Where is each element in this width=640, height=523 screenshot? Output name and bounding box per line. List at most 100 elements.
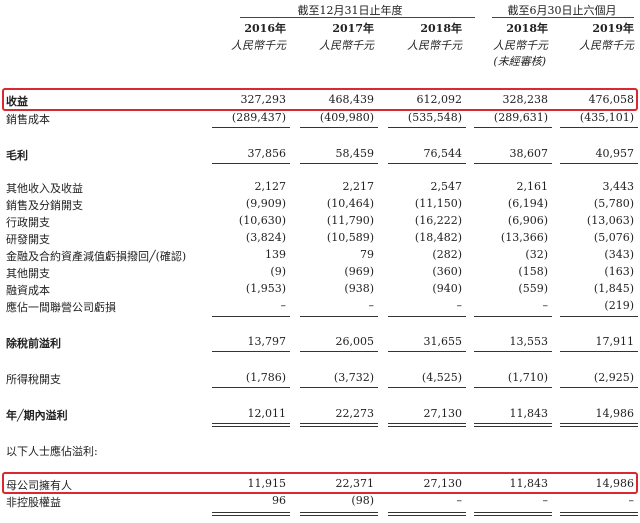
row-value: (9) [270, 265, 286, 278]
row-value: (535,548) [407, 111, 462, 124]
row-value: (3,824) [245, 231, 286, 244]
table-row-non-controlling: 非控股權益 96 (98) – – – [0, 493, 640, 509]
row-value: 2,161 [516, 180, 549, 193]
row-value: 14,986 [595, 407, 635, 420]
table-row-selling-expenses: 銷售及分銷開支 (9,909) (10,464) (11,150) (6,194) (5,… [0, 196, 640, 212]
double-underline-rule [474, 512, 552, 516]
underline-rule [474, 387, 552, 388]
row-label: 銷售及分銷開支 [6, 199, 83, 212]
row-value: (10,464) [326, 197, 374, 210]
underline-rule [388, 351, 466, 352]
row-value: (289,437) [231, 111, 286, 124]
row-value: 26,005 [335, 335, 375, 348]
table-row-other-expenses: 其他開支 (9) (969) (360) (158) (163) [0, 264, 640, 280]
unit-2017: 人民幣千元 [319, 39, 374, 52]
table-row-income-tax: 所得稅開支 (1,786) (3,732) (4,525) (1,710) (2,925) [0, 370, 640, 386]
row-value: – [456, 299, 463, 312]
double-underline-rule [212, 512, 290, 516]
unit-2018: 人民幣千元 [407, 39, 462, 52]
double-underline-rule [300, 423, 378, 427]
row-value: 38,607 [509, 147, 549, 160]
row-value: (289,631) [493, 111, 548, 124]
row-value: (2,925) [593, 371, 634, 384]
row-value: 14,986 [595, 477, 635, 490]
unit-2018-h1: 人民幣千元 [493, 39, 548, 52]
row-value: (163) [604, 265, 634, 278]
row-value: (13,366) [500, 231, 548, 244]
underline-rule [300, 163, 378, 164]
row-label: 毛利 [6, 149, 28, 162]
row-value: 139 [265, 248, 286, 261]
row-value: 31,655 [423, 335, 463, 348]
header-full-year: 截至12月31日止年度 [297, 4, 403, 17]
row-value: (5,780) [593, 197, 634, 210]
row-value: 328,238 [502, 93, 549, 106]
row-value: (1,786) [245, 371, 286, 384]
row-value: (219) [604, 299, 634, 312]
row-value: (940) [432, 282, 462, 295]
underline-rule [474, 127, 552, 128]
double-underline-rule [388, 423, 466, 427]
row-value: (360) [432, 265, 462, 278]
row-label: 年╱期內溢利 [6, 409, 68, 422]
row-label: 其他收入及收益 [6, 182, 83, 195]
unaudited-note: (未經審核) [493, 55, 546, 68]
table-row-admin-expenses: 行政開支 (10,630) (11,790) (16,222) (6,906) (13,0… [0, 213, 640, 229]
row-label: 以下人士應佔溢利: [6, 445, 98, 458]
row-value: (6,906) [507, 214, 548, 227]
highlight-owners [2, 472, 638, 494]
underline-rule [474, 316, 552, 317]
double-underline-rule [474, 423, 552, 427]
underline-rule [474, 163, 552, 164]
row-value: 11,843 [509, 407, 549, 420]
row-value: 327,293 [240, 93, 287, 106]
row-value: – [368, 299, 375, 312]
row-value: (938) [344, 282, 374, 295]
table-row-attributable-heading: 以下人士應佔溢利: [0, 442, 640, 458]
row-value: (5,076) [593, 231, 634, 244]
double-underline-rule [560, 512, 638, 516]
row-value: (11,790) [326, 214, 374, 227]
year-2019-h1: 2019年 [592, 22, 634, 35]
row-value: 13,797 [247, 335, 287, 348]
row-label: 研發開支 [6, 233, 50, 246]
underline-rule [388, 316, 466, 317]
table-row-profit-before-tax: 除稅前溢利 13,797 26,005 31,655 13,553 17,911 [0, 334, 640, 350]
underline-rule [560, 127, 638, 128]
row-value: 96 [272, 494, 286, 507]
table-row-profit-for-period: 年╱期內溢利 12,011 22,273 27,130 11,843 14,986 [0, 406, 640, 422]
row-value: (559) [518, 282, 548, 295]
underline-rule [300, 127, 378, 128]
underline-rule [212, 351, 290, 352]
underline-rule [300, 387, 378, 388]
row-value: 79 [360, 248, 374, 261]
row-value: (11,150) [414, 197, 462, 210]
underline-rule [300, 351, 378, 352]
table-row-rnd-expenses: 研發開支 (3,824) (10,589) (18,482) (13,366) (5,07… [0, 230, 640, 246]
row-value: 27,130 [423, 407, 463, 420]
row-value: 2,127 [254, 180, 287, 193]
row-value: 37,856 [247, 147, 287, 160]
underline-rule [474, 351, 552, 352]
year-2017: 2017年 [332, 22, 374, 35]
row-value: 476,058 [588, 93, 635, 106]
underline-rule [388, 163, 466, 164]
row-label: 銷售成本 [6, 113, 50, 126]
row-value: (1,710) [507, 371, 548, 384]
row-value: (32) [525, 248, 548, 261]
row-value: 3,443 [602, 180, 635, 193]
row-value: – [456, 494, 463, 507]
row-value: 468,439 [328, 93, 375, 106]
row-value: (1,953) [245, 282, 286, 295]
row-value: 22,273 [335, 407, 375, 420]
row-value: (10,630) [238, 214, 286, 227]
header-six-months: 截至6月30日止六個月 [507, 4, 617, 17]
row-value: 22,371 [335, 477, 375, 490]
row-value: – [542, 299, 549, 312]
row-value: 13,553 [509, 335, 549, 348]
row-value: 17,911 [595, 335, 635, 348]
row-value: 2,217 [342, 180, 375, 193]
underline-rule [388, 387, 466, 388]
row-label: 融資成本 [6, 284, 50, 297]
unit-2019-h1: 人民幣千元 [579, 39, 634, 52]
